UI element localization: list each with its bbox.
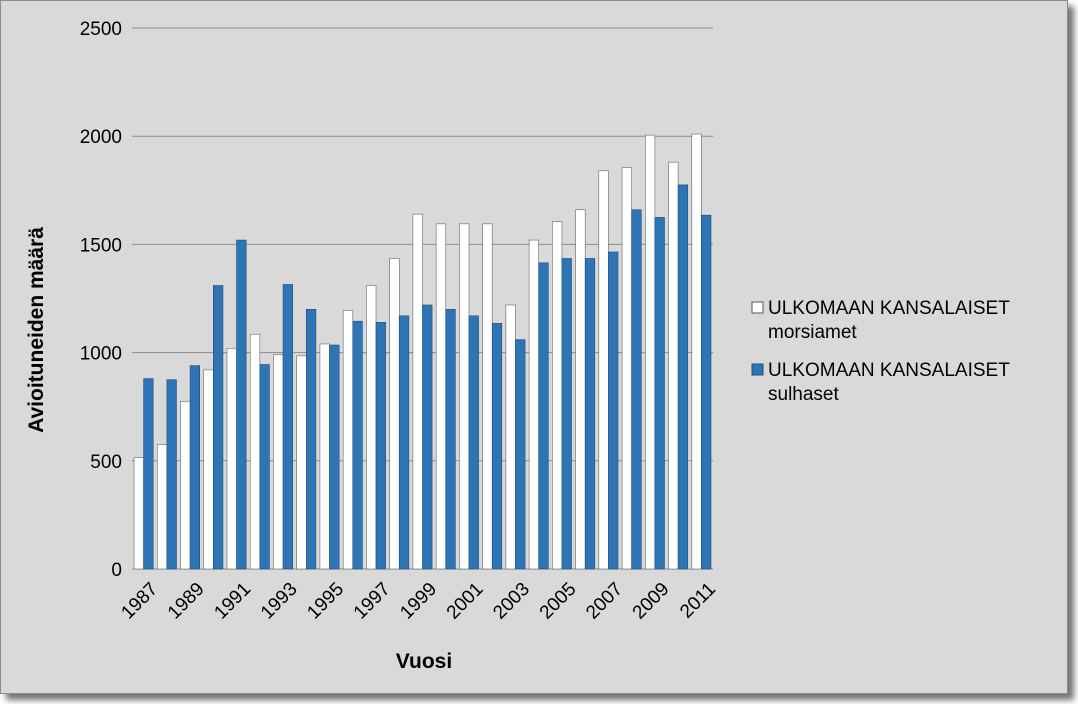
bar-sulhaset-1993	[282, 284, 293, 570]
bar-sulhaset-2002	[491, 323, 503, 570]
y-tick-label: 0	[111, 560, 122, 581]
x-axis-title: Vuosi	[396, 650, 452, 673]
bar-sulhaset-1998	[398, 315, 410, 570]
bar-morsiamet-1988	[156, 444, 168, 570]
bar-morsiamet-1997	[366, 285, 377, 570]
bar-morsiamet-2010	[668, 161, 679, 570]
bar-sulhaset-1994	[305, 309, 317, 570]
legend-label-sulhaset-line2: sulhaset	[768, 384, 839, 405]
bar-morsiamet-1998	[389, 258, 400, 570]
x-tick-label: 1991	[210, 579, 255, 624]
bar-morsiamet-2000	[435, 223, 447, 570]
bar-morsiamet-2002	[482, 223, 493, 570]
bar-morsiamet-2005	[552, 221, 563, 570]
bar-sulhaset-2010	[677, 184, 689, 570]
x-tick-label: 2005	[536, 579, 581, 624]
bar-sulhaset-2001	[468, 315, 479, 570]
legend-swatch-morsiamet	[751, 301, 764, 314]
bar-morsiamet-1991	[226, 347, 237, 570]
bar-sulhaset-1989	[189, 365, 201, 570]
bar-sulhaset-2004	[538, 262, 549, 570]
bar-morsiamet-2011	[691, 133, 702, 570]
bar-morsiamet-2007	[598, 170, 609, 570]
bar-morsiamet-1990	[203, 369, 214, 570]
bar-sulhaset-2006	[584, 258, 596, 570]
bar-morsiamet-1992	[249, 333, 261, 570]
bar-sulhaset-1990	[213, 285, 224, 570]
legend-label-morsiamet-line1: ULKOMAAN KANSALAISET	[768, 298, 1010, 319]
bar-morsiamet-2006	[575, 209, 586, 570]
y-tick-label: 1500	[80, 235, 122, 256]
bar-sulhaset-2003	[515, 339, 526, 570]
bar-sulhaset-2009	[654, 217, 665, 570]
bar-sulhaset-1999	[422, 304, 433, 570]
x-tick-label: 2001	[443, 579, 488, 624]
bar-sulhaset-1997	[375, 322, 386, 570]
bar-morsiamet-1999	[412, 213, 423, 570]
y-tick-labels: 0 500 1000 1500 2000 2500	[80, 19, 122, 581]
bar-morsiamet-1987	[133, 457, 144, 570]
bar-morsiamet-2001	[459, 223, 470, 570]
bar-sulhaset-1996	[352, 320, 363, 570]
x-tick-label: 1987	[117, 579, 162, 624]
x-tick-label: 2011	[676, 579, 720, 623]
x-tick-label: 1993	[257, 579, 302, 624]
x-tick-label: 1995	[303, 579, 348, 624]
bar-morsiamet-1993	[273, 354, 284, 570]
bar-morsiamet-1995	[319, 343, 330, 570]
bar-sulhaset-1987	[143, 378, 154, 570]
x-tick-label: 1997	[350, 579, 395, 624]
legend-label-sulhaset-line1: ULKOMAAN KANSALAISET	[768, 360, 1010, 381]
x-tick-label: 2003	[489, 579, 534, 624]
x-tick-label: 2007	[582, 579, 627, 624]
bar-morsiamet-2004	[528, 239, 539, 570]
y-tick-label: 1000	[80, 344, 122, 365]
legend: ULKOMAAN KANSALAISET morsiamet ULKOMAAN …	[751, 298, 1010, 405]
bar-morsiamet-1994	[296, 355, 307, 570]
bar-morsiamet-1996	[342, 310, 354, 570]
bar-sulhaset-1995	[329, 344, 340, 570]
bar-sulhaset-2011	[701, 214, 712, 570]
bar-morsiamet-2009	[644, 134, 656, 570]
x-tick-label: 2009	[629, 579, 674, 624]
bars	[133, 133, 712, 570]
bar-sulhaset-2008	[631, 209, 642, 570]
x-tick-label: 1989	[164, 579, 209, 624]
x-tick-label: 1999	[396, 579, 441, 624]
bar-morsiamet-1989	[180, 400, 191, 570]
y-tick-label: 2500	[80, 19, 122, 40]
bar-sulhaset-2005	[561, 258, 572, 570]
bar-morsiamet-2008	[621, 167, 632, 570]
bar-sulhaset-1992	[259, 364, 270, 570]
bar-sulhaset-2007	[608, 251, 619, 570]
legend-swatch-sulhaset	[751, 363, 764, 376]
y-tick-label: 2000	[80, 127, 122, 148]
bar-sulhaset-1991	[236, 239, 247, 570]
y-axis-title: Avioituneiden määrä	[25, 227, 48, 433]
bar-sulhaset-2000	[445, 309, 456, 570]
bar-sulhaset-1988	[166, 379, 177, 570]
legend-label-morsiamet-line2: morsiamet	[768, 322, 857, 343]
y-tick-label: 500	[90, 452, 122, 473]
x-tick-labels: 1987 1989 1991 1993 1995 1997 1999 2001 2003 2005…	[117, 579, 720, 624]
bar-morsiamet-2003	[505, 304, 516, 570]
